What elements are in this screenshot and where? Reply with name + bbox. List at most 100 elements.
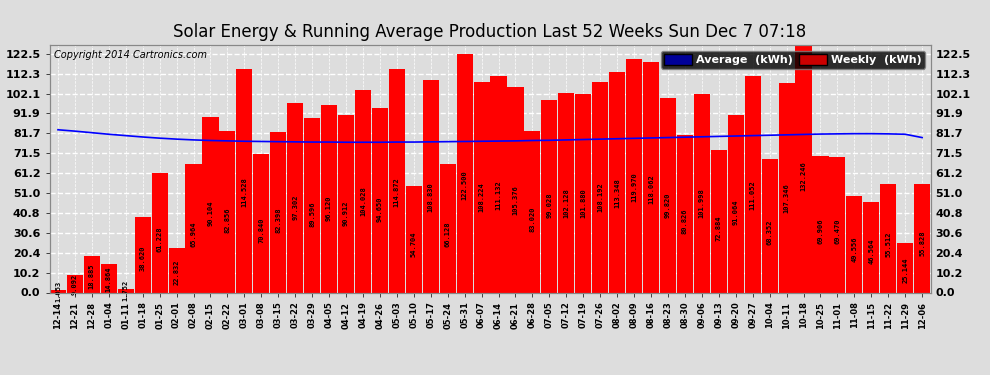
Bar (50, 291, 66, 292)
Bar (796, 35, 812, 292)
Text: 108.224: 108.224 (478, 183, 484, 213)
Text: 49.556: 49.556 (851, 236, 857, 262)
Bar (728, 115, 743, 292)
Bar (456, 54, 472, 292)
Text: 99.820: 99.820 (665, 192, 671, 218)
Text: 72.884: 72.884 (716, 216, 722, 242)
Bar (338, 116, 354, 292)
Bar (575, 94, 591, 292)
Text: 111.132: 111.132 (496, 180, 502, 210)
Text: 46.564: 46.564 (868, 239, 874, 264)
Bar (761, 159, 778, 292)
Text: Copyright 2014 Cartronics.com: Copyright 2014 Cartronics.com (53, 50, 207, 60)
Bar (778, 83, 795, 292)
Text: 102.128: 102.128 (563, 188, 569, 218)
Text: 66.128: 66.128 (445, 222, 450, 247)
Bar (202, 117, 219, 292)
Bar (237, 69, 252, 292)
Text: 111.052: 111.052 (749, 180, 755, 210)
Bar (389, 69, 405, 292)
Text: 55.512: 55.512 (885, 231, 891, 256)
Text: 65.964: 65.964 (190, 222, 197, 248)
Bar (813, 156, 829, 292)
Text: 119.970: 119.970 (631, 172, 638, 202)
Bar (440, 164, 455, 292)
Text: 97.302: 97.302 (292, 194, 298, 220)
Text: 94.650: 94.650 (377, 197, 383, 222)
Text: 18.885: 18.885 (89, 263, 95, 289)
Text: 105.376: 105.376 (513, 185, 519, 215)
Bar (846, 196, 862, 292)
Text: 101.880: 101.880 (580, 188, 586, 218)
Bar (304, 118, 320, 292)
Text: 82.856: 82.856 (225, 207, 231, 232)
Text: 89.596: 89.596 (309, 201, 315, 226)
Bar (168, 248, 184, 292)
Bar (185, 164, 202, 292)
Text: 68.352: 68.352 (766, 220, 772, 245)
Text: 108.192: 108.192 (597, 183, 603, 213)
Bar (355, 90, 371, 292)
Text: 25.144: 25.144 (902, 258, 908, 283)
Bar (67, 275, 83, 292)
Text: 108.830: 108.830 (428, 182, 434, 212)
Text: 1.752: 1.752 (123, 280, 129, 302)
Bar (609, 72, 625, 292)
Bar (220, 131, 236, 292)
Bar (372, 108, 388, 292)
Bar (626, 59, 643, 292)
Text: 22.832: 22.832 (173, 260, 179, 285)
Bar (897, 243, 913, 292)
Text: 80.826: 80.826 (682, 209, 688, 234)
Bar (473, 82, 490, 292)
Text: 113.348: 113.348 (614, 178, 620, 208)
Bar (660, 98, 676, 292)
Bar (542, 99, 557, 292)
Text: 114.872: 114.872 (394, 177, 400, 207)
Bar (863, 202, 879, 292)
Bar (744, 76, 760, 292)
Text: 54.704: 54.704 (411, 232, 417, 257)
Text: 96.120: 96.120 (326, 195, 332, 221)
Bar (558, 93, 574, 292)
Legend: Average  (kWh), Weekly  (kWh): Average (kWh), Weekly (kWh) (660, 51, 925, 69)
Bar (508, 87, 524, 292)
Bar (830, 157, 845, 292)
Text: 90.104: 90.104 (208, 201, 214, 226)
Title: Solar Energy & Running Average Production Last 52 Weeks Sun Dec 7 07:18: Solar Energy & Running Average Productio… (173, 22, 807, 40)
Bar (287, 103, 303, 292)
Bar (880, 184, 896, 292)
Text: 1.053: 1.053 (55, 281, 61, 302)
Text: 114.528: 114.528 (242, 177, 248, 207)
Bar (84, 256, 100, 292)
Bar (270, 132, 286, 292)
Text: 38.620: 38.620 (140, 246, 146, 272)
Bar (592, 82, 608, 292)
Text: 70.840: 70.840 (258, 217, 264, 243)
Text: 91.064: 91.064 (733, 200, 739, 225)
Bar (490, 76, 507, 292)
Bar (135, 217, 150, 292)
Text: 122.500: 122.500 (461, 170, 467, 200)
Text: 14.864: 14.864 (106, 267, 112, 292)
Bar (643, 62, 659, 292)
Bar (525, 131, 541, 292)
Text: 82.398: 82.398 (275, 207, 281, 233)
Text: 132.246: 132.246 (801, 162, 807, 191)
Bar (711, 150, 727, 292)
Bar (151, 173, 167, 292)
Text: 101.998: 101.998 (699, 188, 705, 218)
Text: 99.028: 99.028 (546, 193, 552, 218)
Text: 107.346: 107.346 (783, 183, 790, 213)
Bar (423, 80, 439, 292)
Text: 9.092: 9.092 (72, 274, 78, 295)
Text: 83.020: 83.020 (530, 207, 536, 232)
Bar (118, 289, 134, 292)
Bar (677, 135, 693, 292)
Bar (101, 264, 117, 292)
Text: 61.228: 61.228 (156, 226, 162, 252)
Text: 69.906: 69.906 (818, 219, 824, 244)
Bar (321, 105, 338, 292)
Text: 55.828: 55.828 (919, 231, 925, 256)
Bar (914, 184, 931, 292)
